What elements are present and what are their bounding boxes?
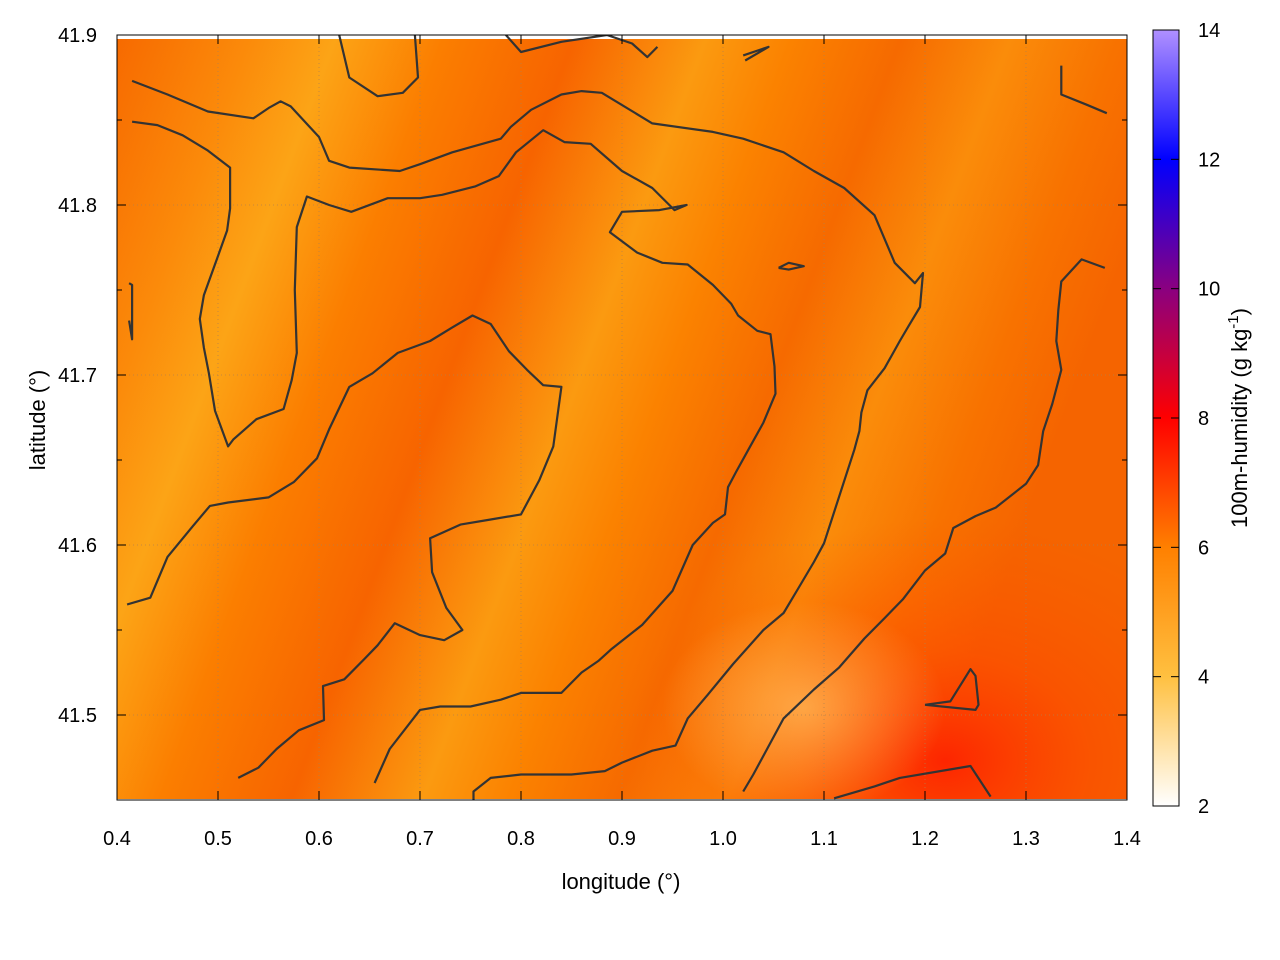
x-tick-label: 1.1 xyxy=(810,828,838,850)
colorbar-label-main: 100m-humidity (g kg xyxy=(1227,329,1252,528)
contour-line-9 xyxy=(1060,65,1108,115)
colorbar-ticks: 2 4 6 8 10 12 14 xyxy=(1153,20,1220,818)
x-tick-label: 0.4 xyxy=(103,828,131,850)
colorbar-tick-label: 12 xyxy=(1198,149,1220,171)
contour-line-3 xyxy=(126,314,563,779)
x-tick-label: 0.5 xyxy=(204,828,232,850)
x-axis-title: longitude (°) xyxy=(562,869,681,894)
colorbar-label: 100m-humidity (g kg-1) xyxy=(1225,308,1252,528)
contour-lines xyxy=(126,35,1108,800)
y-tick-label: 41.6 xyxy=(58,535,97,557)
x-tick-label: 0.8 xyxy=(507,828,535,850)
x-tick-label: 0.9 xyxy=(608,828,636,850)
contour-line-10 xyxy=(742,258,1106,793)
x-tick-label: 1.2 xyxy=(911,828,939,850)
y-axis-ticks: 41.5 41.6 41.7 41.8 41.9 xyxy=(58,25,1127,801)
contour-line-4 xyxy=(128,282,134,341)
x-tick-label: 1.0 xyxy=(709,828,737,850)
colorbar-tick-label: 8 xyxy=(1198,408,1209,430)
contour-line-1 xyxy=(131,79,925,800)
colorbar-tick-label: 10 xyxy=(1198,279,1220,301)
colorbar-tick-label: 6 xyxy=(1198,537,1209,559)
x-tick-label: 0.7 xyxy=(406,828,434,850)
plot-area: 0.4 0.5 0.6 0.7 0.8 0.9 1.0 1.1 1.2 1.3 1.4 41.541… xyxy=(58,25,1141,850)
colorbar-label-sup: -1 xyxy=(1225,315,1242,328)
colorbar-tick-label: 14 xyxy=(1198,20,1220,42)
colorbar-tick-label: 2 xyxy=(1198,796,1209,818)
colorbar-label-end: ) xyxy=(1227,308,1252,315)
contour-line-11 xyxy=(924,668,980,711)
contour-line-5 xyxy=(338,35,420,98)
x-tick-label: 1.4 xyxy=(1113,828,1141,850)
contour-line-7 xyxy=(742,45,770,62)
y-tick-label: 41.5 xyxy=(58,705,97,727)
y-axis-title: latitude (°) xyxy=(25,370,50,471)
x-tick-label: 0.6 xyxy=(305,828,333,850)
y-tick-label: 41.7 xyxy=(58,365,97,387)
colorbar: 2 4 6 8 10 12 14 100m-humidity (g kg-1) xyxy=(1152,20,1252,818)
x-axis-ticks: 0.4 0.5 0.6 0.7 0.8 0.9 1.0 1.1 1.2 1.3 1.4 xyxy=(103,35,1141,850)
grid-lines xyxy=(117,35,1127,800)
colorbar-tick-label: 4 xyxy=(1198,667,1209,689)
contour-line-6 xyxy=(505,35,659,59)
contour-line-12 xyxy=(833,764,992,800)
y-tick-label: 41.8 xyxy=(58,195,97,217)
x-tick-label: 1.3 xyxy=(1012,828,1040,850)
contour-line-2 xyxy=(131,120,777,784)
y-tick-label: 41.9 xyxy=(58,25,97,47)
contour-line-8 xyxy=(778,261,805,271)
